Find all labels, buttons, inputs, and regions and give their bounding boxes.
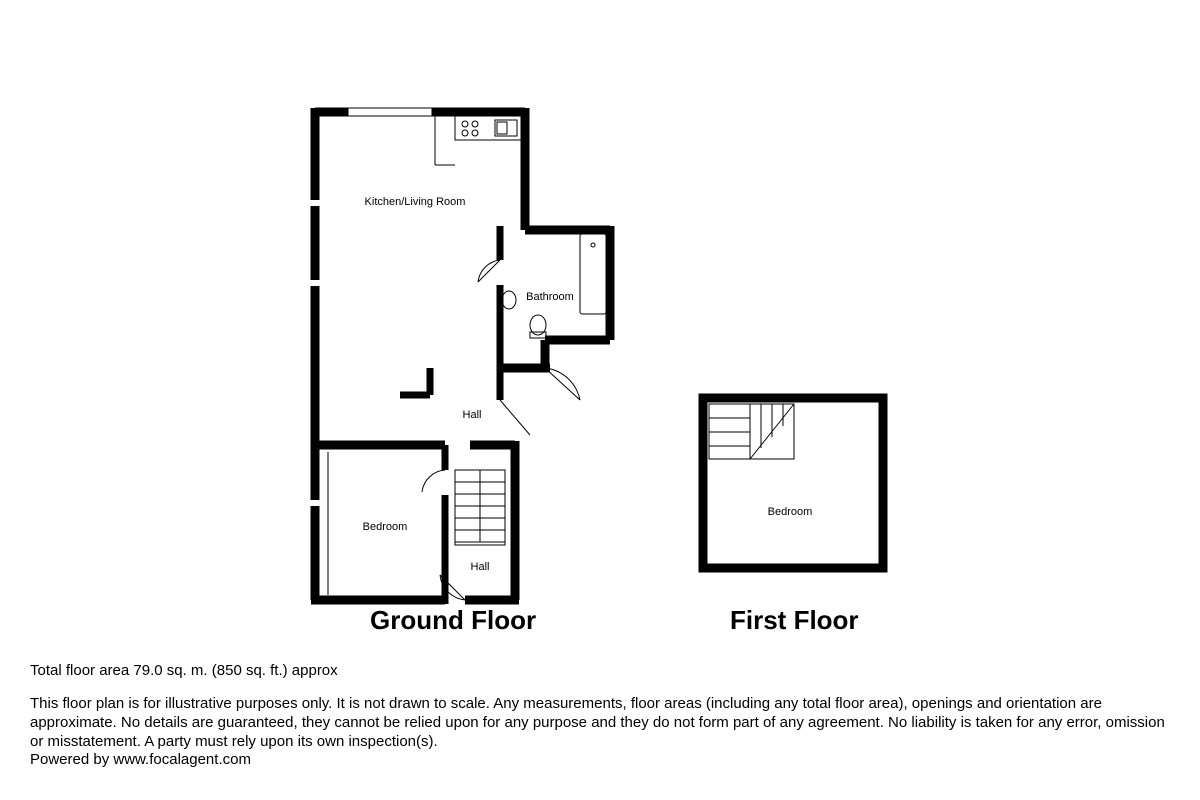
- label-bedroom-ground: Bedroom: [363, 521, 408, 533]
- label-bedroom-first: Bedroom: [768, 506, 813, 518]
- ground-floor-title: Ground Floor: [370, 605, 536, 636]
- label-kitchen-living: Kitchen/Living Room: [365, 196, 466, 208]
- total-area-line: Total floor area 79.0 sq. m. (850 sq. ft…: [30, 662, 1170, 681]
- disclaimer-text: This floor plan is for illustrative purp…: [30, 695, 1170, 751]
- powered-by: Powered by www.focalagent.com: [30, 751, 1170, 770]
- label-bathroom: Bathroom: [526, 291, 574, 303]
- label-hall-lower: Hall: [471, 561, 490, 573]
- footer: Total floor area 79.0 sq. m. (850 sq. ft…: [30, 662, 1170, 770]
- first-floor-plan: Bedroom: [695, 390, 895, 590]
- label-hall-upper: Hall: [463, 409, 482, 421]
- floor-plans: Kitchen/Living Room Bathroom Hall Bedroo…: [0, 50, 1200, 610]
- ground-floor-plan: Kitchen/Living Room Bathroom Hall Bedroo…: [300, 100, 640, 620]
- first-floor-title: First Floor: [730, 605, 859, 636]
